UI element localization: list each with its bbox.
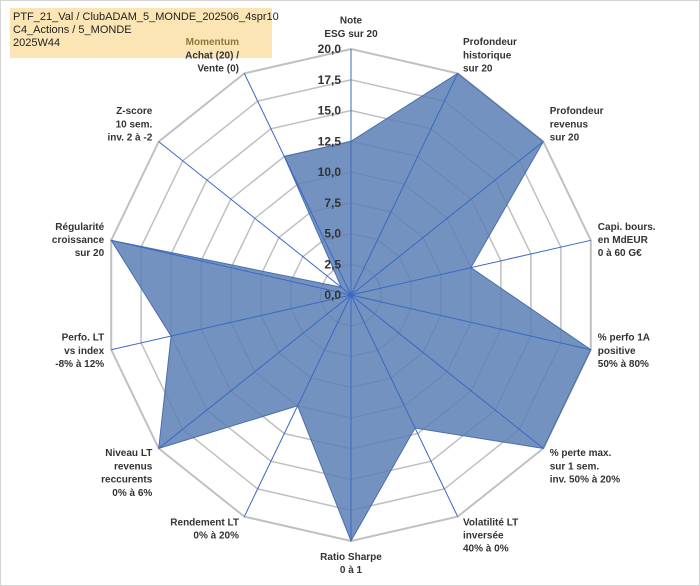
axis-label-line: reccurents	[101, 475, 153, 486]
tick-label: 5,0	[324, 227, 341, 241]
axis-spoke	[158, 294, 352, 449]
axis-label-line: revenus	[114, 461, 153, 472]
axis-label: Note ESG sur 20	[324, 16, 378, 40]
axis-label: Rendement LT 0% à 20%	[170, 517, 239, 541]
axis-label-line: 0% à 6%	[112, 488, 152, 499]
axis-label-line: 0% à 20%	[193, 531, 239, 542]
tick-label: 12,5	[318, 134, 342, 148]
axis-label-line: Profondeur	[550, 106, 604, 117]
axis-label-line: % perte max.	[550, 448, 612, 459]
tick-label: 0,0	[324, 288, 341, 302]
axis-label-line: Achat (20) /	[185, 50, 239, 61]
axis-label-line: inversée	[463, 531, 504, 542]
axis-spoke	[350, 73, 459, 296]
axis-label-line: sur 1 sem.	[550, 461, 600, 472]
axis-spoke	[158, 141, 352, 296]
axis-label-line: % perfo 1A	[598, 333, 650, 344]
series-layer	[110, 49, 592, 543]
title-line-2: C4_Actions / 5_MONDE	[13, 24, 132, 36]
axis-label-line: Note	[340, 16, 363, 27]
tick-layer: 0,0 2,5 5,0 7,5 10,0 12,5 15,0 17,5 20,0	[318, 42, 342, 302]
axis-label-line: Capi. bours.	[598, 222, 656, 233]
axis-label-line: inv. 2 à -2	[107, 133, 152, 144]
axis-label-line: Z-score	[116, 106, 153, 117]
axis-label-line: vs index	[64, 346, 104, 357]
axis-spoke	[350, 239, 591, 296]
tick-label: 10,0	[318, 165, 342, 179]
axis-spoke	[243, 294, 352, 517]
axis-label-line: -8% à 12%	[55, 359, 104, 370]
axis-label-line: sur 20	[550, 133, 580, 144]
axis-spoke	[350, 294, 459, 517]
axis-spoke	[111, 239, 352, 296]
axis-label-line: Niveau LT	[105, 448, 152, 459]
title-line-3: 2025W44	[13, 37, 61, 49]
axis-label: Momentum Achat (20) / Vente (0)	[185, 37, 239, 74]
axis-label: Niveau LT revenus reccurents 0% à 6%	[101, 448, 153, 499]
axis-label: % perte max. sur 1 sem. inv. 50% à 20%	[550, 448, 621, 485]
axis-label-line: Perfo. LT	[62, 333, 105, 344]
axis-label-line: Momentum	[186, 37, 239, 48]
axis-label: Perfo. LT vs index -8% à 12%	[55, 333, 104, 370]
axis-label-line: inv. 50% à 20%	[550, 475, 621, 486]
axis-label-line: sur 20	[75, 248, 105, 259]
axis-spoke	[350, 294, 591, 351]
axis-label: Profondeur historique sur 20	[463, 37, 517, 74]
axis-label-line: 50% à 80%	[598, 359, 649, 370]
axis-spoke	[243, 73, 352, 296]
axis-spoke	[350, 141, 544, 296]
axis-label-line: Vente (0)	[197, 64, 239, 75]
axis-label-line: Ratio Sharpe	[320, 552, 382, 563]
axis-label-line: 0 à 60 G€	[598, 248, 642, 259]
axis-label: Z-score 10 sem. inv. 2 à -2	[107, 106, 152, 143]
title-line-1: PTF_21_Val / ClubADAM_5_MONDE_202506_4sp…	[13, 11, 279, 23]
axis-label-line: positive	[598, 346, 636, 357]
axis-label-line: ESG sur 20	[324, 29, 378, 40]
axis-label: Profondeur revenus sur 20	[550, 106, 604, 143]
axis-label: % perfo 1A positive 50% à 80%	[598, 333, 650, 370]
tick-label: 15,0	[318, 104, 342, 118]
axis-label: Volatilité LT inversée 40% à 0%	[463, 517, 518, 554]
label-layer: Note ESG sur 20 Profondeur historique sur 20…	[52, 16, 656, 577]
tick-label: 20,0	[318, 42, 342, 56]
axis-label-line: Régularité	[55, 222, 104, 233]
axis-label-line: 10 sem.	[116, 119, 153, 130]
axis-label-line: Profondeur	[463, 37, 517, 48]
axis-label-line: sur 20	[463, 64, 493, 75]
tick-label: 2,5	[324, 257, 341, 271]
axis-label-line: revenus	[550, 119, 589, 130]
axis-label-line: 0 à 1	[340, 565, 363, 576]
axis-label-line: Rendement LT	[170, 517, 239, 528]
axis-label-line: en MdEUR	[598, 235, 649, 246]
tick-label: 17,5	[318, 73, 342, 87]
axis-label: Capi. bours. en MdEUR 0 à 60 G€	[598, 222, 656, 259]
axis-label-line: 40% à 0%	[463, 544, 509, 555]
axis-spoke	[111, 294, 352, 351]
chart-title-box: PTF_21_Val / ClubADAM_5_MONDE_202506_4sp…	[10, 8, 279, 58]
axis-label-line: Volatilité LT	[463, 517, 518, 528]
axis-label-line: historique	[463, 50, 512, 61]
axis-spoke	[350, 294, 544, 449]
tick-label: 7,5	[324, 196, 341, 210]
axis-label-line: croissance	[52, 235, 105, 246]
axis-label: Régularité croissance sur 20	[52, 222, 105, 259]
axis-label: Ratio Sharpe 0 à 1	[320, 552, 382, 576]
